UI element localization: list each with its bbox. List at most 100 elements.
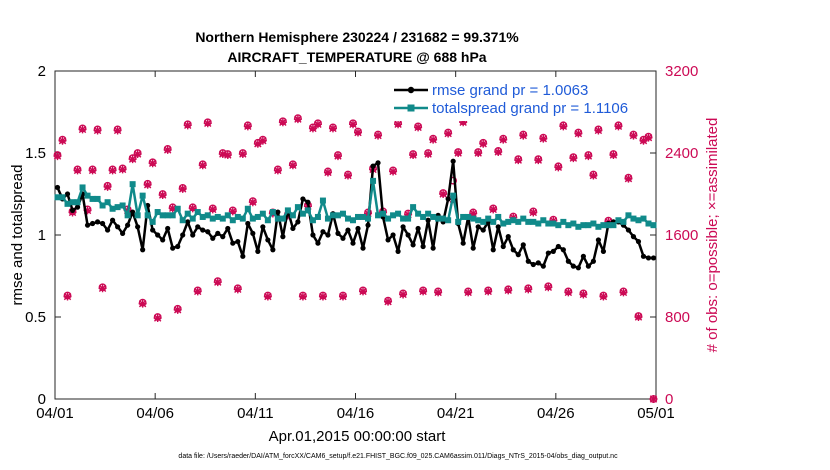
rmse-point: [150, 227, 156, 233]
totalspread-point: [169, 212, 176, 219]
obs-assimilated-marker: [233, 285, 242, 294]
obs-assimilated-marker: [183, 121, 192, 130]
rmse-point: [360, 245, 366, 251]
obs-assimilated-marker: [228, 207, 237, 216]
rmse-point: [300, 196, 306, 202]
y-tick-label-left: 1.5: [25, 145, 46, 162]
rmse-point: [575, 265, 581, 271]
x-axis-label: Apr.01,2015 00:00:00 start: [269, 428, 447, 445]
totalspread-point: [575, 223, 582, 230]
totalspread-point: [525, 218, 532, 225]
totalspread-point: [450, 192, 457, 199]
totalspread-point: [119, 202, 126, 209]
rmse-point: [500, 243, 506, 250]
rmse-point: [340, 235, 346, 241]
totalspread-point: [500, 220, 507, 227]
totalspread-point: [400, 215, 407, 222]
rmse-point: [450, 158, 456, 164]
rmse-point: [64, 191, 71, 197]
y-axis-left-label: rmse and totalspread: [9, 165, 26, 306]
legend-totalspread-label: totalspread grand pr = 1.1106: [432, 100, 628, 117]
obs-assimilated-marker: [559, 122, 568, 131]
rmse-point: [255, 248, 261, 254]
rmse-point: [290, 225, 296, 232]
y-tick-label-right: 1600: [665, 227, 698, 244]
totalspread-point: [445, 217, 452, 224]
totalspread-point: [395, 210, 402, 217]
totalspread-point: [54, 194, 61, 201]
obs-assimilated-marker: [629, 131, 638, 140]
obs-assimilated-marker: [524, 285, 533, 294]
obs-assimilated-marker: [444, 129, 453, 138]
totalspread-point: [555, 222, 562, 229]
obs-assimilated-marker: [399, 290, 408, 299]
totalspread-point: [289, 212, 296, 219]
totalspread-point: [249, 215, 256, 222]
obs-assimilated-marker: [103, 182, 112, 191]
obs-assimilated-marker: [464, 288, 473, 297]
rmse-point: [135, 224, 141, 230]
obs-assimilated-marker: [584, 152, 593, 161]
rmse-point: [215, 230, 221, 236]
totalspread-point: [355, 213, 362, 220]
totalspread-point: [59, 194, 66, 201]
obs-assimilated-marker: [248, 198, 257, 207]
rmse-point: [645, 255, 652, 261]
footer-data-file: data file: /Users/raeder/DAI/ATM_forcXX/…: [178, 453, 618, 460]
rmse-point: [74, 204, 81, 210]
totalspread-point: [650, 222, 657, 229]
rmse-point: [115, 224, 121, 230]
totalspread-point: [560, 218, 567, 225]
totalspread-point: [415, 210, 422, 217]
rmse-point: [630, 234, 637, 240]
obs-assimilated-marker: [108, 166, 117, 175]
rmse-point: [365, 222, 371, 228]
obs-assimilated-marker: [574, 129, 583, 138]
obs-assimilated-marker: [133, 150, 142, 159]
totalspread-point: [144, 212, 151, 219]
obs-assimilated-marker: [78, 125, 87, 134]
obs-assimilated-marker: [63, 292, 72, 301]
obs-assimilated-marker: [414, 123, 423, 132]
legend-box: [392, 77, 652, 121]
obs-assimilated-marker: [554, 163, 563, 172]
obs-assimilated-marker: [394, 120, 403, 129]
obs-assimilated-marker: [594, 126, 603, 135]
obs-assimilated-marker: [298, 292, 307, 301]
totalspread-point: [109, 205, 116, 212]
rmse-point: [480, 227, 486, 233]
rmse-point: [185, 219, 191, 225]
obs-assimilated-marker: [178, 184, 187, 193]
totalspread-point: [269, 209, 276, 216]
obs-assimilated-marker: [293, 115, 302, 124]
rmse-point: [550, 248, 556, 254]
obs-assimilated-marker: [519, 131, 528, 140]
totalspread-point: [405, 215, 412, 222]
totalspread-point: [485, 215, 492, 222]
obs-assimilated-marker: [579, 290, 588, 299]
totalspread-point: [189, 215, 196, 222]
rmse-point: [175, 243, 181, 250]
totalspread-point: [640, 215, 647, 222]
obs-assimilated-marker: [529, 208, 538, 217]
totalspread-point: [580, 222, 587, 229]
x-tick-label: 04/26: [537, 405, 575, 422]
obs-assimilated-marker: [238, 150, 247, 159]
y-tick-label-right: 0: [665, 391, 673, 408]
totalspread-point: [530, 218, 537, 225]
totalspread-point: [134, 212, 141, 219]
totalspread-point: [234, 213, 241, 220]
obs-assimilated-marker: [374, 131, 383, 140]
rmse-point: [545, 250, 551, 256]
totalspread-point: [184, 210, 191, 217]
totalspread-point: [244, 205, 251, 212]
rmse-point: [625, 227, 632, 233]
obs-assimilated-marker: [273, 166, 282, 175]
totalspread-point: [154, 209, 161, 216]
rmse-point: [640, 253, 647, 259]
rmse-point: [190, 232, 196, 238]
obs-assimilated-marker: [479, 139, 488, 148]
totalspread-point: [620, 218, 627, 225]
obs-assimilated-marker: [424, 150, 433, 159]
totalspread-point: [430, 213, 437, 220]
